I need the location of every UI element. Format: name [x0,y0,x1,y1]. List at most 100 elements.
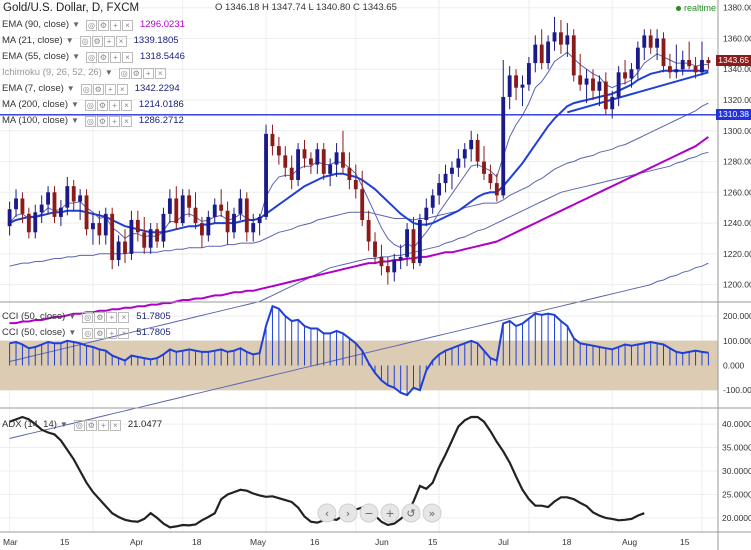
legend-name: CCI (50, close) [2,327,66,338]
legend-4[interactable]: EMA (7, close) ▼ ◎ ⚙ + × 1342.2294 [0,82,180,96]
close-icon[interactable]: × [109,419,121,431]
x-tick-label: 18 [562,537,572,547]
add-icon[interactable]: + [103,35,115,47]
candle-body [366,220,371,242]
zoom-out-icon[interactable] [359,503,379,523]
legend-name: MA (100, close) [2,115,68,126]
add-icon[interactable]: + [97,419,109,431]
eye-icon[interactable]: ◎ [84,115,96,127]
legend-value: 1286.2712 [138,115,184,126]
cci-line [9,304,709,397]
chevron-down-icon[interactable]: ▼ [71,100,79,109]
close-icon[interactable]: × [115,35,127,47]
legend-buttons[interactable]: ◎ ⚙ + × [118,67,167,79]
settings-icon[interactable]: ⚙ [97,51,109,63]
candle-body [667,66,672,73]
legend-buttons[interactable]: ◎ ⚙ + × [79,35,128,47]
add-icon[interactable]: + [142,67,154,79]
add-icon[interactable]: + [109,51,121,63]
scroll-right-icon[interactable] [338,503,358,523]
close-icon[interactable]: × [121,19,133,31]
add-icon[interactable]: + [109,19,121,31]
cci-tick-label: 200.000 [723,311,751,321]
realtime-indicator[interactable]: realtime [676,3,716,13]
candle-body [123,241,127,254]
chevron-down-icon[interactable]: ▼ [104,68,113,77]
legend-buttons[interactable]: ◎ ⚙ + × [84,99,133,111]
legend-3[interactable]: Ichimoku (9, 26, 52, 26) ▼ ◎ ⚙ + × [0,66,173,80]
chevron-down-icon[interactable]: ▼ [72,52,80,61]
candle-body [616,72,621,97]
eye-icon[interactable]: ◎ [79,35,91,47]
go-to-latest-icon[interactable] [422,503,442,523]
settings-icon[interactable]: ⚙ [92,83,104,95]
eye-icon[interactable]: ◎ [85,51,97,63]
candle-body [97,223,102,236]
legend-6[interactable]: MA (100, close) ▼ ◎ ⚙ + × 1286.2712 [0,114,184,128]
legend-buttons[interactable]: ◎ ⚙ + × [85,51,134,63]
cci-legend-0[interactable]: CCI (50, close) ▼ ◎ ⚙ + × 51.7805 [0,310,171,324]
eye-icon[interactable]: ◎ [118,67,130,79]
add-icon[interactable]: + [108,99,120,111]
candle-body [283,155,288,168]
settings-icon[interactable]: ⚙ [96,115,108,127]
legend-5[interactable]: MA (200, close) ▼ ◎ ⚙ + × 1214.0186 [0,98,184,112]
settings-icon[interactable]: ⚙ [91,35,103,47]
close-icon[interactable]: × [154,67,166,79]
settings-icon[interactable]: ⚙ [96,99,108,111]
legend-buttons[interactable]: ◎ ⚙ + × [82,327,130,339]
add-icon[interactable]: + [108,115,120,127]
candle-body [623,72,627,79]
eye-icon[interactable]: ◎ [80,83,92,95]
eye-icon[interactable]: ◎ [82,311,94,323]
eye-icon[interactable]: ◎ [82,327,94,339]
chart-navigation[interactable]: ‹ › − + ↺ » [317,503,442,523]
close-icon[interactable]: × [120,99,132,111]
price-tick-label: 1220.00 [723,249,751,259]
settings-icon[interactable]: ⚙ [94,327,106,339]
candle-body [488,173,493,184]
chevron-down-icon[interactable]: ▼ [65,36,74,45]
candle-body [578,75,583,85]
legend-2[interactable]: EMA (55, close) ▼ ◎ ⚙ + × 1318.5446 [0,50,185,64]
legend-buttons[interactable]: ◎ ⚙ + × [84,115,133,127]
legend-buttons[interactable]: ◎ ⚙ + × [85,19,134,31]
settings-icon[interactable]: ⚙ [85,419,97,431]
chevron-down-icon[interactable]: ▼ [68,312,77,321]
legend-1[interactable]: MA (21, close) ▼ ◎ ⚙ + × 1339.1805 [0,34,179,48]
chevron-down-icon[interactable]: ▼ [66,84,75,93]
close-icon[interactable]: × [118,311,130,323]
cci-legend-1[interactable]: CCI (50, close) ▼ ◎ ⚙ + × 51.7805 [0,326,171,340]
settings-icon[interactable]: ⚙ [94,311,106,323]
scroll-left-icon[interactable] [317,503,337,523]
eye-icon[interactable]: ◎ [84,99,96,111]
candle-body [552,32,557,42]
eye-icon[interactable]: ◎ [85,19,97,31]
add-icon[interactable]: + [106,327,118,339]
legend-value: 21.0477 [127,419,163,430]
chevron-down-icon[interactable]: ▼ [71,116,79,125]
chevron-down-icon[interactable]: ▼ [72,20,80,29]
close-icon[interactable]: × [121,51,133,63]
close-icon[interactable]: × [118,327,130,339]
candle-body [251,223,256,233]
settings-icon[interactable]: ⚙ [130,67,142,79]
legend-buttons[interactable]: ◎ ⚙ + × [73,419,122,431]
candle-body [514,75,518,88]
close-icon[interactable]: × [116,83,128,95]
legend-0[interactable]: EMA (90, close) ▼ ◎ ⚙ + × 1296.0231 [0,18,185,32]
candle-body [52,192,57,217]
chevron-down-icon[interactable]: ▼ [59,420,68,429]
eye-icon[interactable]: ◎ [73,419,85,431]
legend-buttons[interactable]: ◎ ⚙ + × [80,83,129,95]
adx-legend[interactable]: ADX (14, 14) ▼ ◎ ⚙ + × 21.0477 [0,418,162,432]
reset-icon[interactable] [401,503,421,523]
add-icon[interactable]: + [104,83,116,95]
zoom-in-icon[interactable] [380,503,400,523]
close-icon[interactable]: × [120,115,132,127]
add-icon[interactable]: + [106,311,118,323]
chevron-down-icon[interactable]: ▼ [68,328,77,337]
settings-icon[interactable]: ⚙ [97,19,109,31]
legend-buttons[interactable]: ◎ ⚙ + × [82,311,130,323]
